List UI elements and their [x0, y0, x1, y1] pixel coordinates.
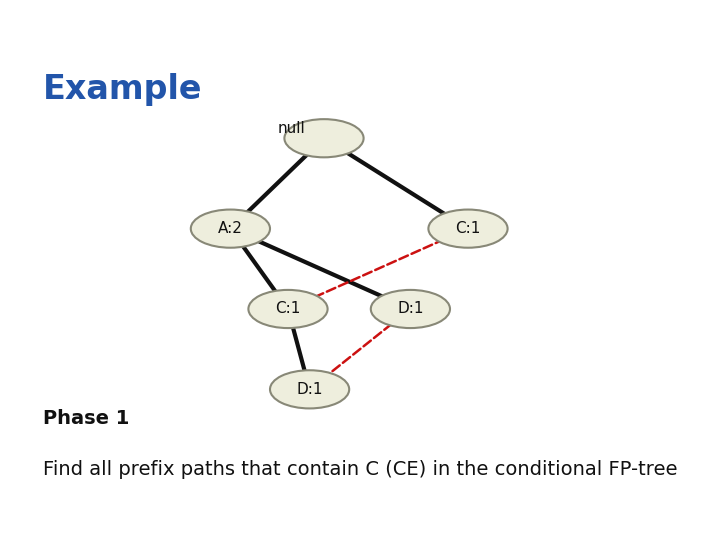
Text: D:1: D:1	[297, 382, 323, 397]
Ellipse shape	[284, 119, 364, 157]
Ellipse shape	[270, 370, 349, 408]
Text: A:2: A:2	[218, 221, 243, 236]
Text: C:1: C:1	[275, 301, 301, 316]
Ellipse shape	[371, 290, 450, 328]
Text: Example: Example	[43, 73, 203, 106]
Text: Find all prefix paths that contain C (CE) in the conditional FP-tree: Find all prefix paths that contain C (CE…	[43, 460, 678, 478]
Ellipse shape	[428, 210, 508, 248]
Ellipse shape	[248, 290, 328, 328]
Text: Phase 1: Phase 1	[43, 409, 130, 428]
Text: null: null	[278, 121, 305, 136]
Text: C:1: C:1	[455, 221, 481, 236]
Text: D:1: D:1	[397, 301, 423, 316]
Ellipse shape	[191, 210, 270, 248]
